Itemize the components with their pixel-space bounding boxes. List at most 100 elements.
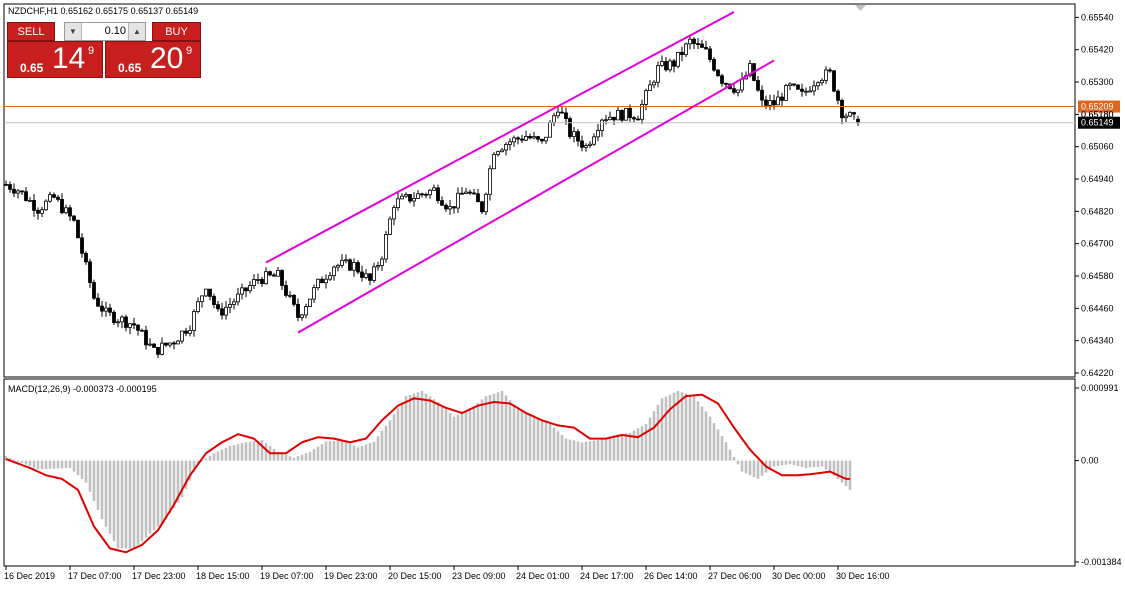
symbol-header: NZDCHF,H1 0.65162 0.65175 0.65137 0.6514… (8, 6, 198, 16)
macd-bar (508, 400, 512, 461)
candle-body (760, 89, 764, 101)
macd-bar (312, 449, 316, 461)
macd-bar (560, 434, 564, 461)
lot-size-value[interactable]: 0.10 (104, 25, 126, 37)
macd-bar (296, 456, 300, 461)
macd-bar (676, 391, 680, 461)
candle-body (544, 136, 548, 142)
time-tick-label: 19 Dec 23:00 (324, 571, 378, 581)
macd-bar (156, 460, 160, 527)
candle-body (564, 112, 568, 120)
candle-body (724, 82, 728, 85)
candle-body (608, 116, 612, 121)
candle-body (844, 115, 848, 119)
candle-body (112, 311, 116, 323)
macd-bar (624, 433, 628, 461)
chart-shift-marker-icon[interactable] (855, 5, 866, 11)
price-axis: 0.65540 0.65420 0.65300 0.65180 0.65060 0.649… (1075, 12, 1122, 567)
candle-body (516, 137, 520, 140)
macd-bar (668, 394, 672, 461)
candle-body (444, 204, 448, 210)
macd-bar (532, 416, 536, 461)
macd-bar (748, 460, 752, 476)
candle-body (164, 342, 168, 346)
macd-bar (332, 440, 336, 461)
macd-bar (656, 404, 660, 461)
macd-bar (88, 460, 92, 492)
macd-bar (584, 441, 588, 461)
candle-body (528, 136, 532, 139)
candle-body (428, 189, 432, 196)
macd-bar (72, 460, 76, 472)
candle-body (560, 111, 564, 114)
candle-body (856, 118, 860, 124)
macd-bar (652, 411, 656, 461)
macd-bar (164, 460, 168, 520)
buy-price-button[interactable]: 0.65 20 9 (105, 41, 201, 78)
candle-body (292, 294, 296, 305)
candle-body (200, 295, 204, 303)
macd-bar (232, 445, 236, 461)
macd-bar (136, 460, 140, 545)
candle-body (240, 287, 244, 295)
price-tick-label: 0.65300 (1081, 77, 1114, 87)
candle-body (644, 90, 648, 105)
macd-bar (304, 453, 308, 461)
macd-tick-label: 0.00 (1081, 456, 1099, 466)
candle-body (448, 206, 452, 210)
macd-bar (716, 429, 720, 461)
lot-size-field[interactable]: ▼ 0.10 ▲ (64, 22, 146, 41)
macd-bar (816, 460, 820, 467)
macd-bar (504, 395, 508, 461)
macd-bar (588, 441, 592, 461)
candle-body (464, 191, 468, 195)
price-tick-label: 0.64340 (1081, 336, 1114, 346)
buy-button[interactable]: BUY (152, 22, 201, 41)
price-tick-label: 0.65180 (1081, 109, 1114, 119)
macd-bar (132, 460, 136, 549)
candle-body (828, 69, 832, 72)
candle-body (260, 278, 264, 285)
lot-increase-icon[interactable]: ▲ (128, 23, 145, 40)
candle-body (712, 59, 716, 71)
sell-button[interactable]: SELL (7, 22, 55, 41)
time-tick-label: 17 Dec 23:00 (132, 571, 186, 581)
candle-body (416, 193, 420, 199)
macd-bar (448, 412, 452, 461)
bid-price-label: 0.65149 (1081, 118, 1114, 128)
candle-body (312, 287, 316, 300)
macd-bar (732, 456, 736, 461)
candle-body (536, 136, 540, 140)
macd-bar (780, 460, 784, 466)
candle-body (580, 140, 584, 148)
candle-body (640, 104, 644, 120)
macd-bar (196, 460, 200, 464)
price-tick-label: 0.64220 (1081, 368, 1114, 378)
macd-bar (512, 404, 516, 461)
lot-decrease-icon[interactable]: ▼ (65, 23, 82, 40)
sell-price-button[interactable]: 0.65 14 9 (7, 41, 103, 78)
macd-bar (360, 445, 364, 461)
macd-bar (724, 442, 728, 461)
macd-bar (300, 454, 304, 461)
macd-bar (48, 460, 52, 469)
candle-body (796, 84, 800, 90)
time-axis: 16 Dec 2019 17 Dec 07:00 17 Dec 23:00 18 De… (4, 566, 890, 581)
macd-bar (280, 453, 284, 461)
macd-bar (476, 402, 480, 461)
macd-bar (144, 460, 148, 538)
macd-bar (168, 460, 172, 514)
candle-body (628, 107, 632, 119)
macd-bar (388, 420, 392, 461)
candle-body (456, 192, 460, 209)
candle-body (76, 219, 80, 239)
candle-body (632, 117, 636, 120)
macd-bar (316, 446, 320, 461)
candle-body (696, 43, 700, 45)
macd-bar (824, 460, 828, 470)
macd-bar (536, 418, 540, 461)
price-tick-label: 0.65060 (1081, 142, 1114, 152)
macd-bar (288, 456, 292, 461)
candle-body (220, 308, 224, 316)
